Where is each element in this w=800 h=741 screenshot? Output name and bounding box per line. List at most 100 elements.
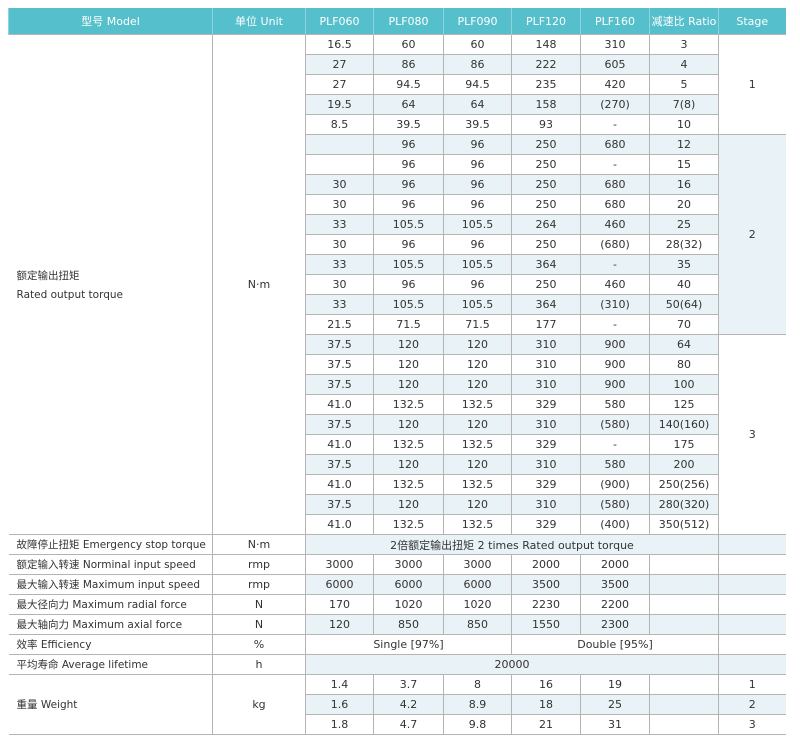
- table-cell: 132.5: [373, 394, 444, 415]
- table-cell: 60: [373, 34, 444, 55]
- table-cell: (580): [580, 414, 650, 435]
- table-cell: [649, 674, 719, 695]
- table-cell: [649, 714, 719, 735]
- table-cell: 364: [511, 294, 581, 315]
- table-cell: 132.5: [373, 474, 444, 495]
- table-cell: 16: [649, 174, 719, 195]
- stage-cell: 3: [718, 334, 786, 535]
- table-cell: 250: [511, 154, 581, 175]
- table-cell: 364: [511, 254, 581, 275]
- table-cell: 120: [305, 614, 374, 635]
- table-cell: 4.2: [373, 694, 444, 715]
- table-cell: [305, 134, 374, 155]
- table-cell: 6000: [373, 574, 444, 595]
- spec-label: 最大输入转速 Maximum input speed: [8, 574, 213, 595]
- table-cell: 86: [443, 54, 512, 75]
- column-header: PLF120: [511, 8, 581, 35]
- table-cell: 2230: [511, 594, 581, 615]
- unit-cell: rmp: [212, 554, 306, 575]
- stage-cell: 2: [718, 134, 786, 335]
- table-cell: 27: [305, 54, 374, 75]
- table-cell: 3000: [305, 554, 374, 575]
- table-cell: 175: [649, 434, 719, 455]
- table-cell: 105.5: [373, 254, 444, 275]
- table-cell: 19.5: [305, 94, 374, 115]
- table-cell: (270): [580, 94, 650, 115]
- table-row: 1.8 4.7 9.8 21 31 3: [9, 714, 786, 735]
- unit-cell: N: [212, 594, 306, 615]
- table-cell: 41.0: [305, 514, 374, 535]
- unit-cell: rmp: [212, 574, 306, 595]
- table-cell: 120: [443, 334, 512, 355]
- table-cell: 8: [443, 674, 512, 695]
- table-cell: 250: [511, 134, 581, 155]
- table-row: 19.5 64 64 158 (270) 7(8): [9, 94, 786, 115]
- table-cell: 30: [305, 234, 374, 255]
- table-cell: (680): [580, 234, 650, 255]
- table-cell: 96: [443, 154, 512, 175]
- unit-cell: kg: [212, 674, 306, 735]
- table-cell: 96: [373, 194, 444, 215]
- table-row: 30 96 96 250 (680) 28(32): [9, 234, 786, 255]
- table-cell: 120: [373, 494, 444, 515]
- table-cell: 3000: [373, 554, 444, 575]
- column-header: PLF160: [580, 8, 650, 35]
- table-cell: 120: [443, 494, 512, 515]
- table-row: 96 96 250-15: [9, 154, 786, 175]
- table-cell: 900: [580, 354, 650, 375]
- table-cell: 4.7: [373, 714, 444, 735]
- table-cell: 64: [373, 94, 444, 115]
- table-cell: 3500: [580, 574, 650, 595]
- table-cell: 264: [511, 214, 581, 235]
- table-cell: 105.5: [373, 294, 444, 315]
- table-cell: 3.7: [373, 674, 444, 695]
- unit-cell: N·m: [212, 534, 306, 555]
- table-cell: 1550: [511, 614, 581, 635]
- table-cell: 3000: [443, 554, 512, 575]
- table-cell: 80: [649, 354, 719, 375]
- table-cell: 16: [511, 674, 581, 695]
- table-cell: 21: [511, 714, 581, 735]
- unit-cell: h: [212, 654, 306, 675]
- table-cell: 120: [443, 354, 512, 375]
- table-cell: 94.5: [373, 74, 444, 95]
- table-row: 30 96 96 250 680 20: [9, 194, 786, 215]
- table-cell: 1020: [443, 594, 512, 615]
- table-cell: 5: [649, 74, 719, 95]
- table-cell: 10: [649, 114, 719, 135]
- table-cell: -: [580, 314, 650, 335]
- table-cell: 37.5: [305, 354, 374, 375]
- table-cell: 20000: [305, 654, 719, 675]
- table-cell: 310: [511, 454, 581, 475]
- table-cell: [649, 574, 719, 595]
- table-row: 27 86 86 222 605 4: [9, 54, 786, 75]
- table-cell: 350(512): [649, 514, 719, 535]
- table-cell: 93: [511, 114, 581, 135]
- table-cell: 2200: [580, 594, 650, 615]
- table-row: 41.0 132.5 132.5 329 (900) 250(256): [9, 474, 786, 495]
- table-cell: 200: [649, 454, 719, 475]
- table-cell: 30: [305, 194, 374, 215]
- table-cell: [718, 634, 786, 655]
- table-cell: 310: [511, 334, 581, 355]
- table-cell: 120: [443, 414, 512, 435]
- table-row: 额定输入转速 Norminal input speed rmp 3000 3000 30…: [8, 554, 786, 575]
- table-cell: 680: [580, 174, 650, 195]
- table-cell: 30: [305, 174, 374, 195]
- table-cell: 4: [649, 54, 719, 75]
- table-cell: 15: [649, 154, 719, 175]
- table-cell: 580: [580, 394, 650, 415]
- table-cell: 310: [511, 354, 581, 375]
- table-cell: 94.5: [443, 74, 512, 95]
- table-cell: 222: [511, 54, 581, 75]
- table-cell: [718, 574, 786, 595]
- rated-torque-label: 额定输出扭矩 Rated output torque: [8, 34, 213, 535]
- table-row: 41.0 132.5 132.5 329 580 125: [9, 394, 786, 415]
- table-cell: 250(256): [649, 474, 719, 495]
- spec-label: 平均寿命 Average lifetime: [8, 654, 213, 675]
- table-cell: 140(160): [649, 414, 719, 435]
- table-cell: [718, 594, 786, 615]
- table-cell: 170: [305, 594, 374, 615]
- table-cell: 329: [511, 394, 581, 415]
- header-row: 型号 Model 单位 Unit PLF060 PLF080 PLF090 PLF120 P…: [8, 8, 786, 35]
